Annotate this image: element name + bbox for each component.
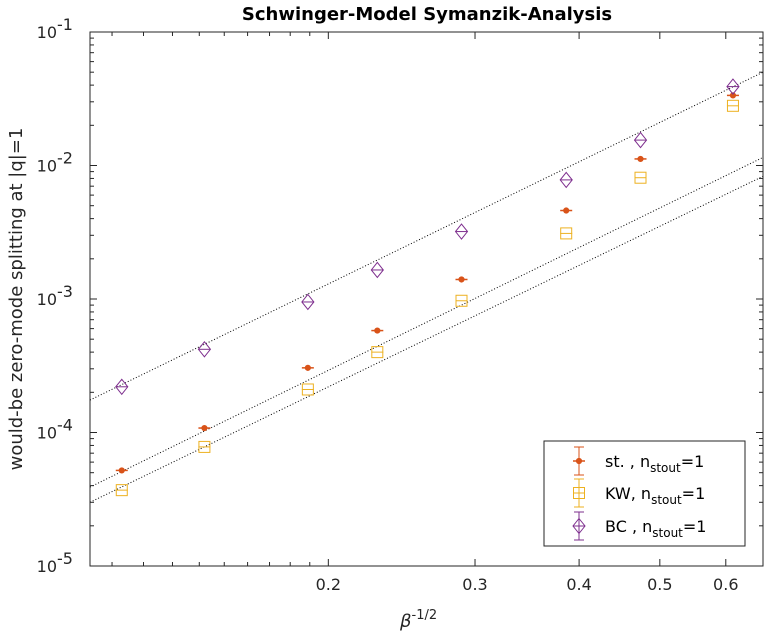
point-st-1	[115, 467, 128, 474]
point-kw-8-square	[726, 99, 739, 112]
point-bc-6	[559, 171, 573, 189]
point-st-8	[726, 92, 739, 99]
y-tick-label--2: 10	[37, 157, 57, 176]
legend-entry-kw: KW, nstout=1	[605, 484, 705, 507]
point-st-4	[371, 327, 384, 334]
legend-sub-bc: stout	[652, 526, 683, 540]
point-kw-5-square	[455, 294, 468, 307]
point-kw-1-square	[115, 484, 128, 497]
y-tick-label--1: 10	[37, 23, 57, 42]
point-bc-3	[301, 293, 315, 311]
point-kw-4	[371, 346, 384, 359]
point-st-7-dot	[637, 155, 644, 163]
point-bc-5-diamond	[454, 223, 469, 240]
legend-entry-st: st. , nstout=1	[605, 452, 704, 475]
legend-marker-st	[573, 446, 585, 476]
x-tick-label-0.2: 0.2	[316, 575, 341, 594]
point-st-1-dot	[118, 467, 125, 474]
x-axis-label-exponent: -1/2	[412, 608, 438, 623]
point-kw-2	[198, 440, 211, 453]
x-axis-label: β-1/2	[399, 608, 437, 632]
legend-marker-bc	[572, 511, 586, 541]
point-bc-5	[454, 223, 469, 240]
point-st-4-dot	[374, 327, 381, 334]
point-kw-4-square	[371, 346, 384, 359]
point-kw-6-square	[560, 227, 573, 240]
point-bc-4	[370, 261, 384, 279]
y-tick-exponent--5: -5	[57, 549, 73, 568]
point-bc-3-diamond	[301, 293, 315, 311]
y-tick-label--4: 10	[37, 424, 57, 443]
y-tick-exponent--4: -4	[57, 416, 73, 435]
x-tick-label-0.3: 0.3	[462, 575, 487, 594]
y-tick-exponent--3: -3	[57, 282, 73, 301]
point-st-3-dot	[304, 364, 311, 371]
point-kw-6	[560, 227, 573, 240]
legend-end-kw: =1	[682, 484, 706, 503]
point-st-2	[198, 424, 211, 432]
legend-marker-kw	[573, 478, 585, 508]
point-kw-7	[634, 171, 647, 184]
chart-title: Schwinger-Model Symanzik-Analysis	[242, 4, 612, 25]
legend-end-bc: =1	[683, 517, 707, 536]
legend-sub-st: stout	[650, 461, 681, 475]
point-kw-1	[115, 484, 128, 497]
point-kw-5	[455, 294, 468, 307]
point-st-5-dot	[458, 276, 465, 283]
legend-sub-kw: stout	[651, 493, 682, 507]
legend-label-kw: KW, n	[605, 484, 651, 503]
legend: st. , nstout=1 KW, nstout=1 BC , nstout=…	[543, 440, 746, 547]
x-axis-label-base: β	[399, 611, 412, 632]
y-tick-exponent--1: -1	[57, 15, 73, 34]
point-bc-8-diamond	[726, 78, 740, 95]
point-bc-4-diamond	[370, 261, 384, 279]
point-st-5	[455, 276, 468, 283]
axis-ticks: 0.2 0.3 0.4 0.5 0.610-510-410-310-210-1	[37, 15, 763, 594]
fit-lines	[89, 71, 764, 503]
y-tick-label--5: 10	[37, 557, 57, 576]
point-kw-3-square	[301, 383, 314, 396]
y-tick-label--3: 10	[37, 290, 57, 309]
point-bc-7-diamond	[633, 131, 648, 149]
legend-label-st: st. , n	[605, 452, 650, 471]
point-kw-8	[726, 99, 739, 112]
point-kw-2-square	[198, 440, 211, 453]
point-st-6	[560, 207, 573, 214]
x-tick-label-0.5: 0.5	[647, 575, 672, 594]
point-kw-7-square	[634, 171, 647, 184]
x-tick-label-0.6: 0.6	[713, 575, 738, 594]
point-bc-8	[726, 78, 740, 95]
point-st-6-dot	[563, 207, 570, 214]
legend-markers	[572, 446, 586, 541]
point-st-3	[301, 364, 314, 371]
fit-line-2	[89, 156, 764, 488]
point-bc-1-diamond	[115, 378, 129, 396]
point-st-2-dot	[201, 424, 208, 432]
legend-end-st: =1	[681, 452, 705, 471]
data-points	[115, 78, 740, 497]
legend-entry-bc: BC , nstout=1	[605, 517, 706, 540]
point-bc-2-diamond	[197, 340, 212, 358]
point-st-7	[634, 155, 647, 163]
point-bc-7	[633, 131, 648, 149]
point-bc-6-diamond	[559, 171, 573, 189]
legend-label-bc: BC , n	[605, 517, 652, 536]
y-tick-exponent--2: -2	[57, 149, 73, 168]
point-bc-1	[115, 378, 129, 396]
x-tick-label-0.4: 0.4	[566, 575, 591, 594]
y-axis-label: would-be zero-mode splitting at |q|=1	[6, 128, 27, 471]
point-st-8-dot	[729, 92, 737, 99]
point-kw-3	[301, 383, 314, 396]
point-bc-2	[197, 340, 212, 358]
